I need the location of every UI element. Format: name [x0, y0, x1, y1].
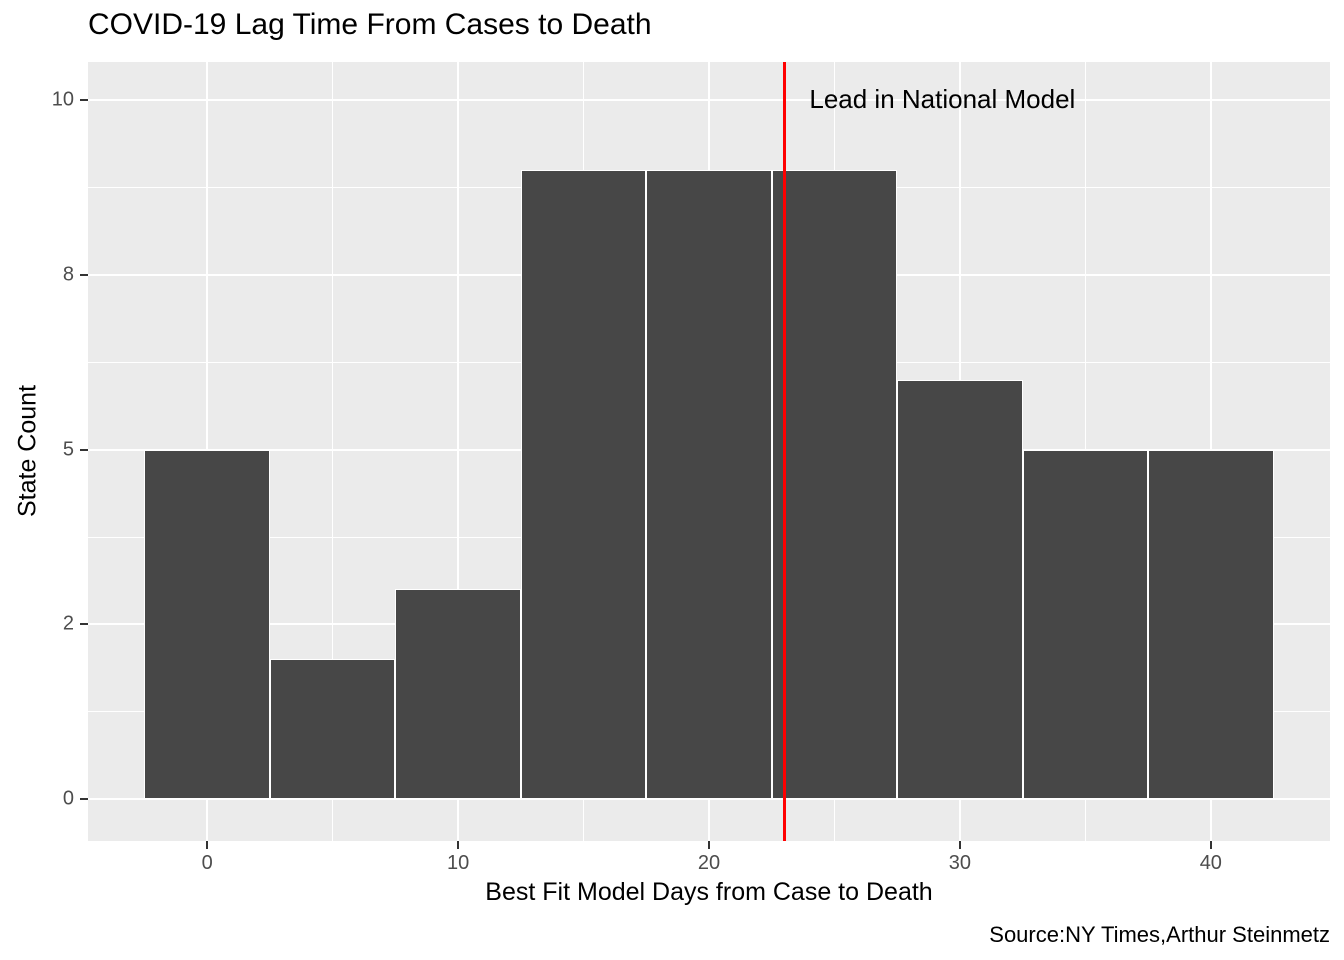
histogram-bar [1022, 449, 1149, 800]
y-tick-mark [80, 274, 88, 277]
y-tick-label: 10 [51, 88, 74, 111]
x-tick-mark [958, 841, 961, 849]
y-tick-label: 8 [62, 263, 74, 286]
histogram-bar [144, 449, 270, 800]
x-tick-label: 20 [697, 852, 721, 874]
histogram-bar [1148, 449, 1274, 800]
histogram-bar [520, 170, 647, 800]
y-tick-mark [80, 623, 88, 626]
histogram-bar [269, 659, 396, 800]
plot-panel: Lead in National Model [88, 62, 1330, 841]
x-tick-label: 0 [201, 852, 213, 874]
national-model-vline [782, 62, 786, 841]
y-tick-mark [80, 99, 88, 102]
y-tick-mark [80, 448, 88, 451]
x-tick-label: 30 [948, 852, 972, 874]
x-axis-title: Best Fit Model Days from Case to Death [485, 878, 933, 906]
x-tick-label: 10 [446, 852, 470, 874]
x-tick-mark [1209, 841, 1212, 849]
histogram-bar [646, 170, 772, 800]
histogram-bar [771, 170, 898, 800]
x-tick-mark [206, 841, 209, 849]
gridline-minor-x [332, 62, 334, 841]
x-tick-mark [708, 841, 710, 849]
x-tick-label: 40 [1199, 852, 1222, 874]
y-tick-label: 0 [62, 787, 74, 810]
source-caption: Source:NY Times,Arthur Steinmetz [989, 922, 1330, 947]
y-tick-label: 5 [62, 438, 74, 461]
x-tick-mark [457, 841, 460, 849]
y-tick-mark [80, 798, 88, 801]
chart-title: COVID-19 Lag Time From Cases to Death [88, 8, 652, 41]
histogram-bar [395, 589, 521, 800]
histogram-bar [897, 379, 1023, 800]
vline-annotation: Lead in National Model [809, 84, 1076, 115]
y-tick-label: 2 [62, 612, 74, 635]
gridline-major-x [457, 62, 460, 841]
